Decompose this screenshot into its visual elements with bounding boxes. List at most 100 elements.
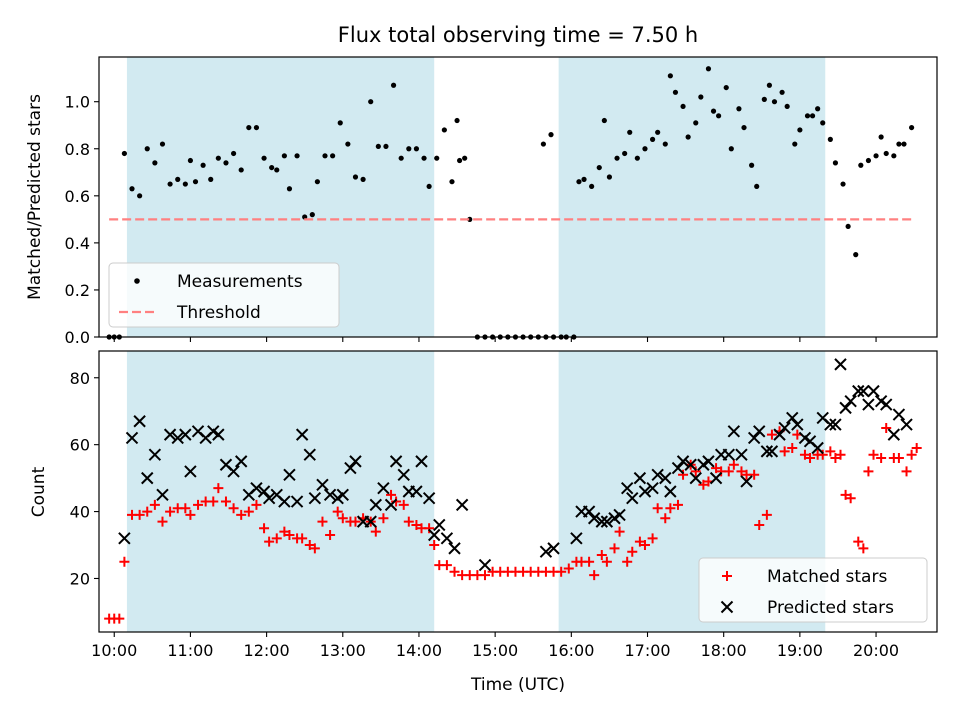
matched-star-point bbox=[584, 556, 595, 567]
predicted-star-point bbox=[278, 495, 291, 508]
predicted-star-point bbox=[753, 425, 766, 438]
predicted-star-point bbox=[389, 455, 403, 468]
matched-star-point bbox=[614, 526, 625, 537]
matched-star-point bbox=[378, 513, 389, 524]
predicted-star-point bbox=[676, 455, 690, 468]
measurement-point bbox=[281, 153, 287, 159]
predicted-star-point bbox=[440, 532, 454, 545]
measurement-point bbox=[208, 176, 214, 182]
predicted-star-point bbox=[867, 384, 880, 398]
measurement-point bbox=[845, 223, 851, 230]
matched-star-point bbox=[180, 503, 191, 514]
measurement-point bbox=[698, 94, 704, 100]
predicted-star-point bbox=[587, 512, 601, 525]
bottom-y-axis-label: Count bbox=[29, 466, 49, 517]
matched-star-point bbox=[271, 533, 282, 544]
measurement-point bbox=[710, 108, 717, 114]
measurement-point bbox=[200, 162, 206, 168]
measurement-point bbox=[655, 129, 661, 135]
predicted-star-point bbox=[727, 425, 741, 438]
measurement-point bbox=[294, 153, 300, 159]
predicted-star-point bbox=[852, 384, 865, 398]
predicted-star-point bbox=[829, 418, 842, 431]
legend-marker-predicted bbox=[720, 600, 734, 614]
predicted-star-point bbox=[839, 401, 852, 415]
matched-star-point bbox=[672, 499, 683, 510]
measurement-point bbox=[421, 155, 427, 161]
measurement-point bbox=[873, 153, 879, 159]
measurement-point bbox=[269, 164, 275, 171]
measurement-point bbox=[797, 127, 803, 133]
measurement-point bbox=[901, 141, 907, 147]
measurement-point bbox=[337, 120, 343, 126]
predicted-star-point bbox=[887, 428, 901, 441]
matched-star-point bbox=[723, 466, 734, 477]
predicted-star-point bbox=[722, 448, 735, 461]
predicted-star-point bbox=[900, 418, 913, 431]
legend: Measurements Threshold bbox=[108, 262, 340, 328]
predicted-star-point bbox=[415, 455, 428, 468]
matched-star-point bbox=[690, 466, 701, 477]
matched-star-point bbox=[220, 496, 231, 507]
measurement-point bbox=[449, 179, 455, 185]
predicted-star-point bbox=[323, 488, 337, 502]
predicted-star-point bbox=[778, 421, 791, 435]
predicted-star-point bbox=[570, 532, 583, 545]
predicted-star-point bbox=[765, 445, 779, 458]
predicted-star-point bbox=[664, 485, 677, 498]
x-axis-label: Time (UTC) bbox=[470, 675, 565, 695]
matched-star-point bbox=[149, 499, 160, 510]
matched-star-point bbox=[711, 463, 722, 474]
y-tick-label: 40 bbox=[70, 503, 90, 522]
matched-star-point bbox=[761, 509, 772, 520]
y-tick-label: 80 bbox=[70, 369, 90, 388]
measurement-point bbox=[330, 153, 336, 159]
matched-star-point bbox=[845, 493, 856, 504]
predicted-star-point bbox=[125, 431, 139, 445]
measurement-point bbox=[159, 141, 166, 147]
measurement-point bbox=[576, 179, 582, 185]
measurement-point bbox=[230, 150, 237, 157]
matched-star-point bbox=[830, 453, 841, 464]
measurement-point bbox=[261, 155, 267, 161]
predicted-star-point bbox=[844, 394, 857, 408]
matched-star-point bbox=[251, 499, 262, 510]
measurement-point bbox=[840, 181, 846, 187]
measurement-point bbox=[642, 146, 648, 152]
matched-star-point bbox=[853, 536, 864, 547]
matched-star-point bbox=[284, 529, 295, 540]
measurement-point bbox=[360, 176, 366, 182]
measurement-point bbox=[662, 141, 668, 147]
predicted-star-point bbox=[659, 471, 672, 485]
matched-star-point bbox=[660, 513, 671, 524]
matched-star-point bbox=[754, 519, 765, 530]
legend-marker-measurements bbox=[134, 278, 140, 284]
matched-star-point bbox=[134, 509, 145, 520]
measurement-point bbox=[754, 183, 760, 190]
matched-star-point bbox=[728, 459, 739, 470]
predicted-star-point bbox=[384, 498, 398, 512]
predicted-star-point bbox=[539, 545, 553, 558]
y-tick-label: 60 bbox=[70, 436, 90, 455]
measurement-point bbox=[167, 181, 173, 187]
x-tick-label: 18:00 bbox=[701, 641, 747, 660]
measurement-point bbox=[398, 155, 404, 161]
measurement-point bbox=[784, 103, 790, 110]
measurement-point bbox=[741, 124, 747, 131]
matched-star-point bbox=[337, 513, 348, 524]
measurement-point bbox=[454, 117, 460, 124]
matched-star-point bbox=[749, 469, 760, 480]
measurement-point bbox=[390, 82, 397, 88]
predicted-star-point bbox=[547, 542, 560, 555]
measurement-point bbox=[215, 155, 221, 161]
predicted-star-point bbox=[283, 468, 296, 481]
predicted-star-point bbox=[880, 398, 893, 411]
predicted-star-point bbox=[633, 471, 647, 485]
measurement-point bbox=[129, 186, 135, 192]
measurement-point bbox=[223, 160, 229, 166]
predicted-star-point bbox=[349, 455, 362, 468]
measurement-point bbox=[680, 103, 686, 110]
matched-star-point bbox=[386, 489, 397, 500]
legend-box bbox=[108, 262, 340, 328]
y-tick-label: 0.0 bbox=[65, 328, 90, 347]
